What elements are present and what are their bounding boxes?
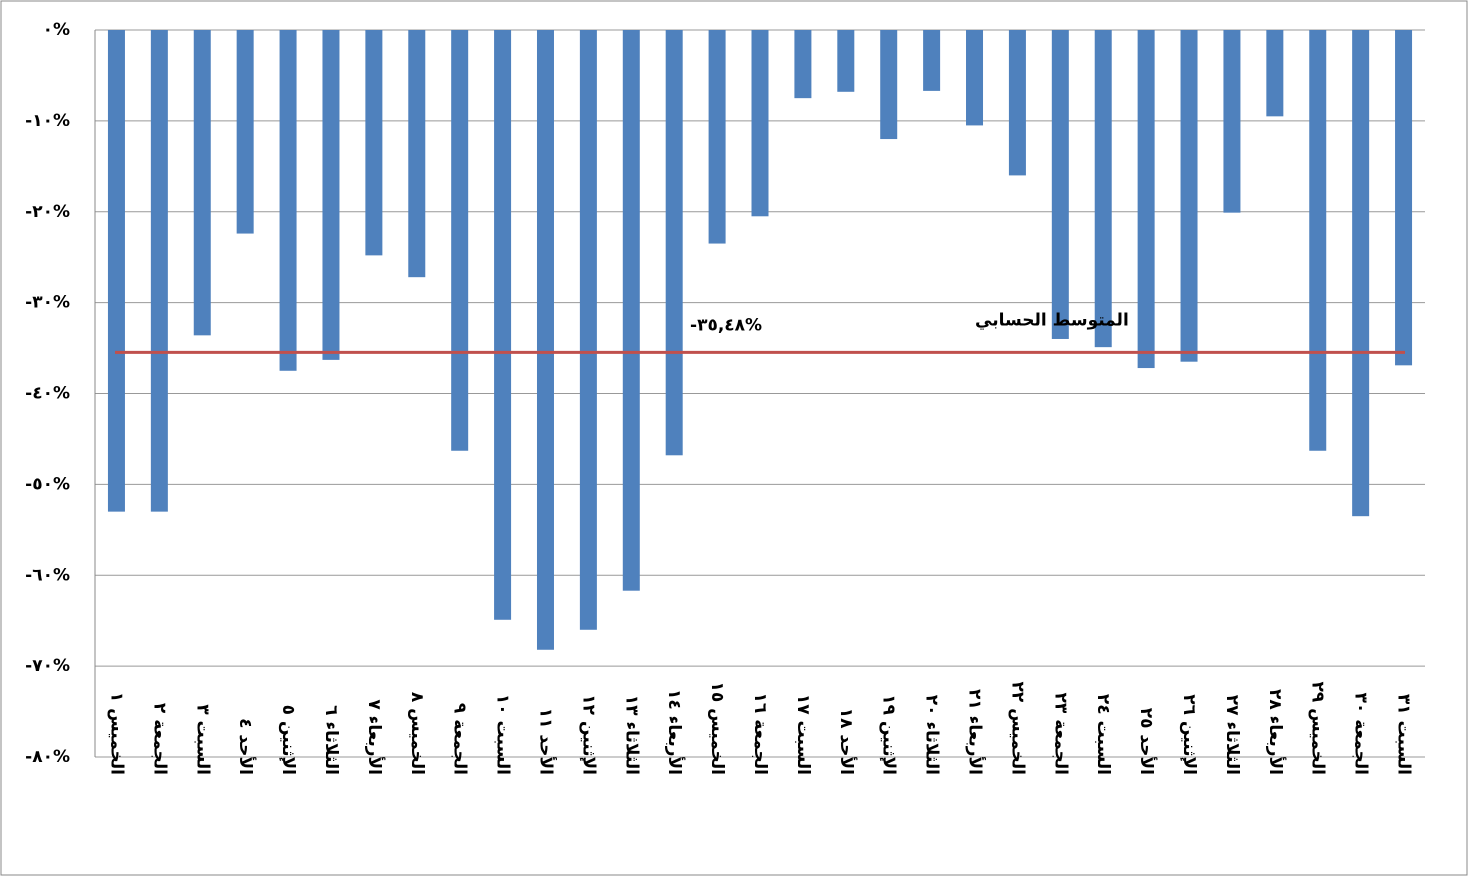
y-tick-label: -٦٠% — [25, 565, 70, 585]
bar — [494, 30, 512, 620]
bar — [1137, 30, 1155, 369]
x-tick-label: الأحد ٢٥ — [1136, 708, 1157, 775]
bar — [1008, 30, 1026, 176]
bar — [665, 30, 683, 456]
y-tick-label: -٤٠% — [25, 384, 70, 404]
bar — [279, 30, 297, 371]
x-tick-label: الأحد ١١ — [535, 708, 556, 775]
x-tick-label: الجمعة ٢ — [149, 703, 169, 775]
y-tick-label: -٧٠% — [25, 656, 70, 676]
mean-label: -٣٥,٤٨% — [690, 315, 762, 335]
bar — [923, 30, 941, 91]
x-tick-label: الأربعاء ٧ — [364, 699, 385, 775]
x-tick-label: الجمعة ١٦ — [750, 693, 770, 775]
bar — [1051, 30, 1069, 339]
x-tick-label: الخميس ٨ — [407, 692, 427, 775]
x-tick-label: الإثنين ٥ — [278, 705, 298, 775]
bar — [322, 30, 340, 360]
x-tick-label: الأربعاء ٢٨ — [1265, 689, 1286, 775]
bar — [150, 30, 168, 512]
y-tick-label: ٠% — [43, 20, 70, 40]
bar — [451, 30, 469, 451]
x-tick-label: الإثنين ٢٦ — [1179, 694, 1199, 775]
bar — [1180, 30, 1198, 362]
bar — [579, 30, 597, 630]
bar — [1266, 30, 1284, 117]
x-tick-label: الجمعة ٩ — [450, 703, 470, 775]
y-tick-label: -٢٠% — [25, 202, 70, 222]
bar — [1223, 30, 1241, 213]
x-tick-label: الثلاثاء ١٣ — [621, 695, 641, 775]
x-tick-label: السبت ٣١ — [1394, 694, 1414, 775]
x-tick-label: الإثنين ١٩ — [879, 694, 899, 775]
x-tick-label: الخميس ١ — [106, 692, 126, 775]
bar — [880, 30, 898, 140]
x-tick-label: الأربعاء ٢١ — [965, 689, 986, 775]
bar — [622, 30, 640, 591]
bar — [837, 30, 855, 92]
bar — [1094, 30, 1112, 348]
x-tick-label: السبت ١٧ — [793, 694, 813, 775]
bar — [1395, 30, 1413, 366]
x-tick-label: الأربعاء ١٤ — [664, 689, 685, 775]
bar — [751, 30, 769, 217]
x-tick-label: الخميس ٢٢ — [1007, 681, 1027, 775]
x-tick-label: الجمعة ٢٣ — [1050, 693, 1070, 775]
mean-name: المتوسط الحسابي — [975, 310, 1129, 330]
bar — [1352, 30, 1370, 517]
x-tick-label: الجمعة ٣٠ — [1351, 693, 1371, 775]
bar — [708, 30, 726, 244]
y-tick-label: -١٠% — [25, 111, 70, 131]
bar — [107, 30, 125, 512]
x-tick-label: السبت ١٠ — [493, 694, 513, 775]
x-tick-label: الأحد ٤ — [235, 718, 256, 775]
x-tick-label: الثلاثاء ٦ — [321, 705, 341, 775]
x-tick-label: الإثنين ١٢ — [578, 694, 598, 775]
x-tick-label: الثلاثاء ٢٧ — [1222, 695, 1242, 775]
bar — [794, 30, 812, 99]
bar — [236, 30, 254, 234]
bar — [193, 30, 211, 336]
y-tick-label: -٥٠% — [25, 474, 70, 494]
y-tick-label: -٣٠% — [25, 293, 70, 313]
x-tick-label: السبت ٢٤ — [1093, 694, 1113, 775]
bar — [536, 30, 554, 650]
bar — [1309, 30, 1327, 451]
x-tick-label: الخميس ١٥ — [707, 681, 727, 775]
x-tick-label: الأحد ١٨ — [836, 708, 857, 775]
bar — [408, 30, 426, 278]
bar — [966, 30, 984, 126]
x-tick-label: الثلاثاء ٢٠ — [922, 695, 942, 775]
x-tick-label: السبت ٣ — [192, 704, 212, 775]
y-tick-label: -٨٠% — [25, 747, 70, 767]
x-tick-label: الخميس ٢٩ — [1308, 681, 1328, 775]
bar — [365, 30, 383, 256]
